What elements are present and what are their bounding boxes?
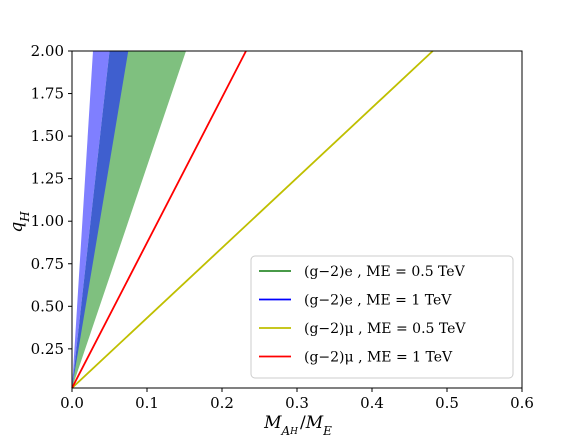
x-tick-label: 0.4 — [360, 394, 384, 412]
legend-box — [250, 255, 514, 379]
x-tick-label: 0.3 — [285, 394, 309, 412]
y-tick-label: 0.75 — [31, 255, 64, 273]
legend-entry-label: (g−2)e , ME = 1 TeV — [304, 293, 452, 309]
y-tick-label: 0.50 — [31, 297, 64, 315]
legend-entry-label: (g−2)μ , ME = 1 TeV — [304, 350, 453, 366]
plot-bands — [72, 51, 186, 388]
series-line-1 — [71, 50, 247, 389]
series-line-0 — [71, 50, 434, 389]
x-axis-ticks: 0.0 0.1 0.2 0.3 0.4 0.5 0.6 — [60, 388, 534, 412]
plot-lines — [71, 50, 434, 389]
y-axis-ticks: 0.25 0.50 0.75 1.00 1.25 1.50 1.75 2.00 — [31, 42, 72, 358]
y-tick-label: 2.00 — [31, 42, 64, 60]
band-green — [72, 51, 186, 388]
legend-entry-label: (g−2)μ , ME = 0.5 TeV — [304, 321, 466, 337]
x-tick-label: 0.6 — [510, 394, 534, 412]
legend: (g−2)e , ME = 0.5 TeV (g−2)e , ME = 1 TeV… — [250, 255, 514, 379]
y-tick-label: 1.25 — [31, 170, 64, 188]
x-tick-label: 0.1 — [135, 394, 159, 412]
x-tick-label: 0.2 — [210, 394, 234, 412]
legend-entry-label: (g−2)e , ME = 0.5 TeV — [304, 264, 466, 280]
y-tick-label: 1.75 — [31, 85, 64, 103]
band-blue-dark — [72, 51, 129, 388]
x-axis-label: MAH/ME — [263, 413, 332, 436]
x-tick-label: 0.5 — [435, 394, 459, 412]
x-tick-label: 0.0 — [60, 394, 84, 412]
y-tick-label: 1.00 — [31, 212, 64, 230]
y-tick-label: 0.25 — [31, 340, 64, 358]
y-tick-label: 1.50 — [31, 127, 64, 145]
y-axis-label: qH — [7, 211, 32, 233]
